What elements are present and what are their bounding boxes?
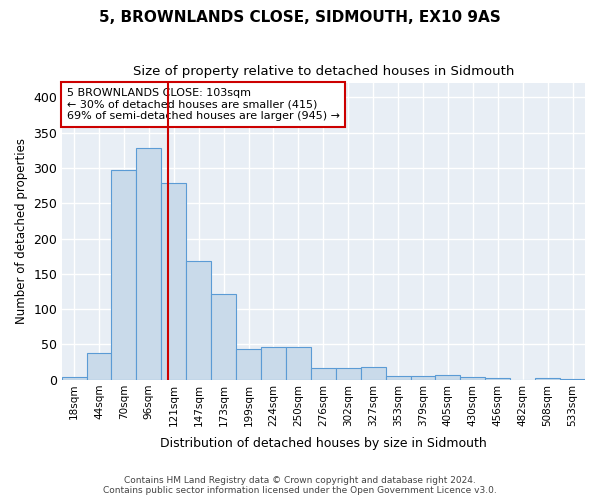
X-axis label: Distribution of detached houses by size in Sidmouth: Distribution of detached houses by size … xyxy=(160,437,487,450)
Bar xyxy=(86,353,112,380)
Bar xyxy=(311,368,336,380)
Bar xyxy=(161,184,186,380)
Bar xyxy=(261,347,286,380)
Bar xyxy=(336,368,361,380)
Bar xyxy=(361,367,386,380)
Bar xyxy=(136,148,161,380)
Bar xyxy=(410,376,436,380)
Bar xyxy=(460,378,485,380)
Bar xyxy=(112,170,136,380)
Bar xyxy=(386,376,410,380)
Bar xyxy=(535,378,560,380)
Bar xyxy=(62,378,86,380)
Bar xyxy=(236,348,261,380)
Bar xyxy=(436,376,460,380)
Bar xyxy=(211,294,236,380)
Title: Size of property relative to detached houses in Sidmouth: Size of property relative to detached ho… xyxy=(133,65,514,78)
Bar xyxy=(286,347,311,380)
Text: Contains HM Land Registry data © Crown copyright and database right 2024.
Contai: Contains HM Land Registry data © Crown c… xyxy=(103,476,497,495)
Text: 5, BROWNLANDS CLOSE, SIDMOUTH, EX10 9AS: 5, BROWNLANDS CLOSE, SIDMOUTH, EX10 9AS xyxy=(99,10,501,25)
Bar xyxy=(560,379,585,380)
Text: 5 BROWNLANDS CLOSE: 103sqm
← 30% of detached houses are smaller (415)
69% of sem: 5 BROWNLANDS CLOSE: 103sqm ← 30% of deta… xyxy=(67,88,340,121)
Bar xyxy=(186,261,211,380)
Y-axis label: Number of detached properties: Number of detached properties xyxy=(15,138,28,324)
Bar xyxy=(485,378,510,380)
